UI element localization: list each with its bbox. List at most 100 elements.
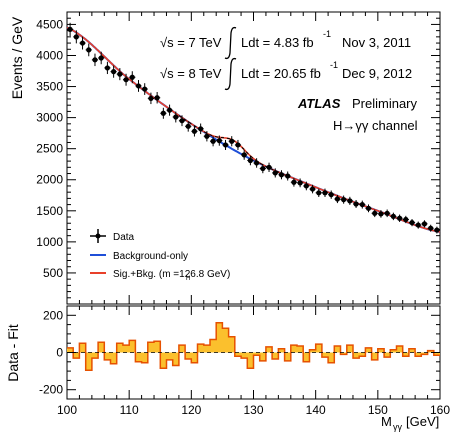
data-point <box>234 139 242 150</box>
data-point-marker <box>303 183 309 189</box>
integral-sign-icon <box>224 57 237 91</box>
data-point-marker <box>291 179 297 185</box>
main-y-tick-label: 2500 <box>36 142 63 156</box>
data-point-marker <box>390 213 396 219</box>
residual-axis-layer: -200 0 200 100 110 120 130 140 150 160 <box>39 306 450 417</box>
data-point <box>216 135 223 146</box>
data-point <box>278 170 285 180</box>
data-point <box>209 136 217 147</box>
data-point <box>129 71 136 84</box>
data-point-marker <box>241 152 247 158</box>
data-point <box>328 190 335 199</box>
data-point-marker <box>160 110 166 116</box>
data-point <box>79 36 86 50</box>
data-point <box>265 162 273 172</box>
legend: Data Background-only Sig.+Bkg. (m =126.8… <box>90 229 230 282</box>
signal-plus-background-line <box>66 26 441 233</box>
data-point <box>160 107 167 119</box>
data-point-marker <box>173 114 179 120</box>
data-point-marker <box>191 128 198 134</box>
residual-y-tick-label: 0 <box>56 346 63 360</box>
data-point <box>427 224 434 232</box>
residual-data-layer <box>67 321 440 371</box>
lumi-7-label: Ldt = 4.83 fb <box>241 35 314 50</box>
data-point-marker <box>179 118 185 124</box>
main-y-tick-label: 1000 <box>36 235 63 249</box>
data-point <box>334 194 341 204</box>
x-axis-label-subscript: γγ <box>393 422 403 432</box>
data-point-marker <box>341 197 347 203</box>
date-7-label: Nov 3, 2011 <box>342 35 411 50</box>
data-point <box>91 53 99 67</box>
data-point <box>297 178 304 188</box>
x-tick-label: 110 <box>120 403 139 417</box>
data-point-marker <box>104 65 111 71</box>
data-point-marker <box>365 205 372 211</box>
legend-signal-sublabel: H <box>186 276 190 282</box>
data-point-marker <box>185 123 191 129</box>
data-point <box>222 139 229 150</box>
data-point <box>284 171 291 181</box>
data-point <box>203 131 210 142</box>
data-point-marker <box>421 221 428 227</box>
data-point-marker <box>254 160 260 166</box>
data-point <box>85 43 92 57</box>
date-8-label: Dec 9, 2012 <box>342 66 412 81</box>
data-point <box>191 126 198 137</box>
data-point-marker <box>309 186 316 192</box>
data-point <box>166 104 173 116</box>
data-point-marker <box>67 26 73 32</box>
sqrt-s-8-label: √s = 8 TeV <box>160 66 222 81</box>
data-point <box>340 195 347 204</box>
main-y-tick-label: 1500 <box>36 204 63 218</box>
data-point <box>371 209 378 218</box>
data-point-marker <box>359 201 365 208</box>
data-point-marker <box>353 201 359 207</box>
data-point <box>122 73 130 86</box>
data-point-marker <box>403 216 409 223</box>
data-point-marker <box>198 126 204 132</box>
data-point <box>253 158 260 168</box>
data-point-marker <box>409 220 415 226</box>
data-point-marker <box>123 77 129 83</box>
data-point-marker <box>166 107 173 113</box>
data-point <box>321 188 329 197</box>
data-point-marker <box>415 222 421 228</box>
main-y-tick-label: 2000 <box>36 173 63 187</box>
data-point-marker <box>247 157 253 164</box>
data-point <box>98 51 105 65</box>
data-point-marker <box>334 196 341 202</box>
data-point <box>415 221 422 229</box>
data-point <box>421 220 428 228</box>
data-point <box>309 184 316 194</box>
main-axis-layer: 500 1000 1500 2000 2500 3000 3500 4000 4500 <box>36 12 441 304</box>
data-point <box>110 65 117 78</box>
data-point <box>185 120 192 132</box>
main-y-tick-label: 500 <box>43 266 63 280</box>
data-point <box>147 92 155 105</box>
data-point-marker <box>378 211 384 217</box>
main-y-tick-label: 3000 <box>36 111 63 125</box>
data-point-marker <box>86 47 92 53</box>
data-point <box>154 92 161 104</box>
x-tick-label: 100 <box>57 403 77 417</box>
residual-step-line <box>67 321 440 371</box>
data-point-marker <box>434 227 440 233</box>
data-point-marker <box>372 210 378 216</box>
legend-data-label: Data <box>113 232 135 243</box>
data-point <box>247 155 254 166</box>
x-tick-label: 120 <box>181 403 201 417</box>
data-point-marker <box>111 69 117 75</box>
data-point-marker <box>229 138 235 144</box>
data-point-marker <box>204 133 210 139</box>
preliminary-label: Preliminary <box>352 96 418 111</box>
data-point-marker <box>216 138 222 144</box>
data-point-marker <box>328 192 334 198</box>
data-point-marker <box>285 173 291 179</box>
data-point <box>178 115 186 127</box>
legend-signal-label: Sig.+Bkg. (m =126.8 GeV) <box>113 269 230 280</box>
data-point-marker <box>142 86 148 92</box>
data-point-marker <box>135 83 142 89</box>
